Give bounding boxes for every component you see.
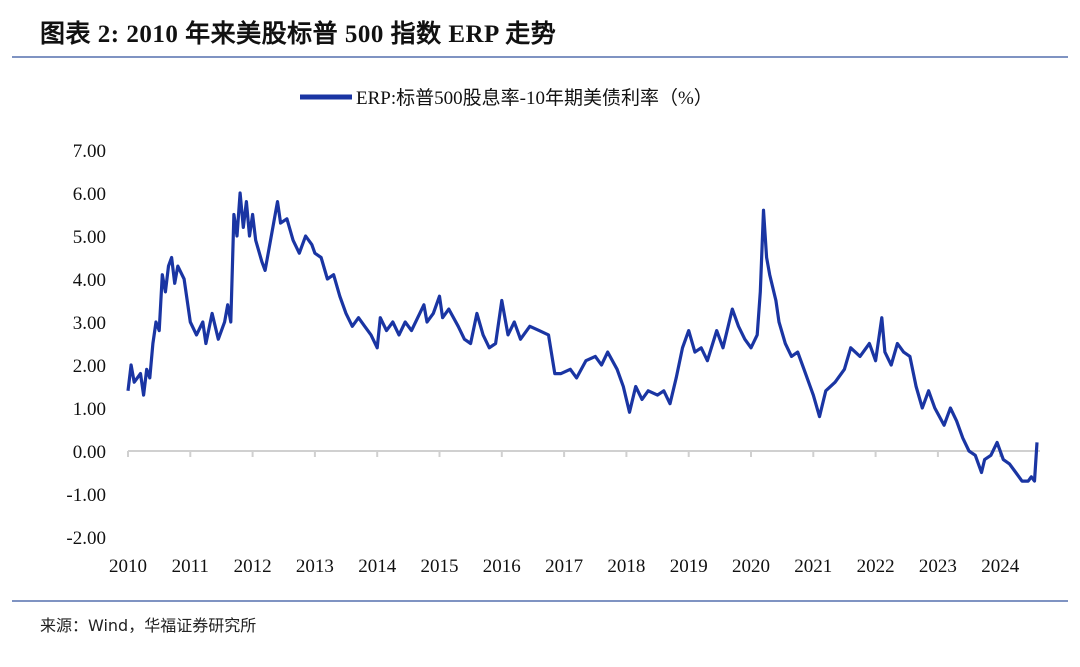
x-tick-label: 2010 — [109, 556, 147, 577]
x-tick-label: 2017 — [545, 556, 583, 577]
x-tick-label: 2021 — [794, 556, 832, 577]
erp-series-line — [126, 191, 1039, 483]
source-note: 来源：Wind，华福证券研究所 — [40, 616, 257, 635]
x-tick-label: 2015 — [421, 556, 459, 577]
x-tick-label: 2020 — [732, 556, 770, 577]
x-tick-label: 2018 — [607, 556, 645, 577]
y-tick-label: 0.00 — [73, 442, 106, 463]
x-tick-label: 2011 — [172, 556, 209, 577]
y-tick-label: 2.00 — [73, 356, 106, 377]
y-tick-label: 6.00 — [73, 184, 106, 205]
y-tick-label: 3.00 — [73, 313, 106, 334]
y-tick-label: 4.00 — [73, 270, 106, 291]
title-divider — [12, 56, 1068, 58]
y-tick-label: 7.00 — [73, 141, 106, 162]
y-tick-label: 5.00 — [73, 227, 106, 248]
legend-label: ERP:标普500股息率-10年期美债利率（%） — [356, 87, 713, 109]
x-tick-label: 2014 — [358, 556, 397, 577]
y-tick-label: -1.00 — [66, 485, 106, 506]
legend: ERP:标普500股息率-10年期美债利率（%） — [300, 87, 713, 109]
x-tick-label: 2013 — [296, 556, 334, 577]
x-tick-label: 2019 — [670, 556, 708, 577]
footer-divider — [12, 600, 1068, 602]
x-tick-label: 2024 — [981, 556, 1020, 577]
x-tick-label: 2022 — [857, 556, 895, 577]
y-tick-label: 1.00 — [73, 399, 106, 420]
x-tick-label: 2023 — [919, 556, 957, 577]
figure-title: 图表 2: 2010 年来美股标普 500 指数 ERP 走势 — [40, 21, 557, 48]
x-tick-label: 2016 — [483, 556, 521, 577]
y-tick-label: -2.00 — [66, 528, 106, 549]
x-tick-label: 2012 — [234, 556, 272, 577]
